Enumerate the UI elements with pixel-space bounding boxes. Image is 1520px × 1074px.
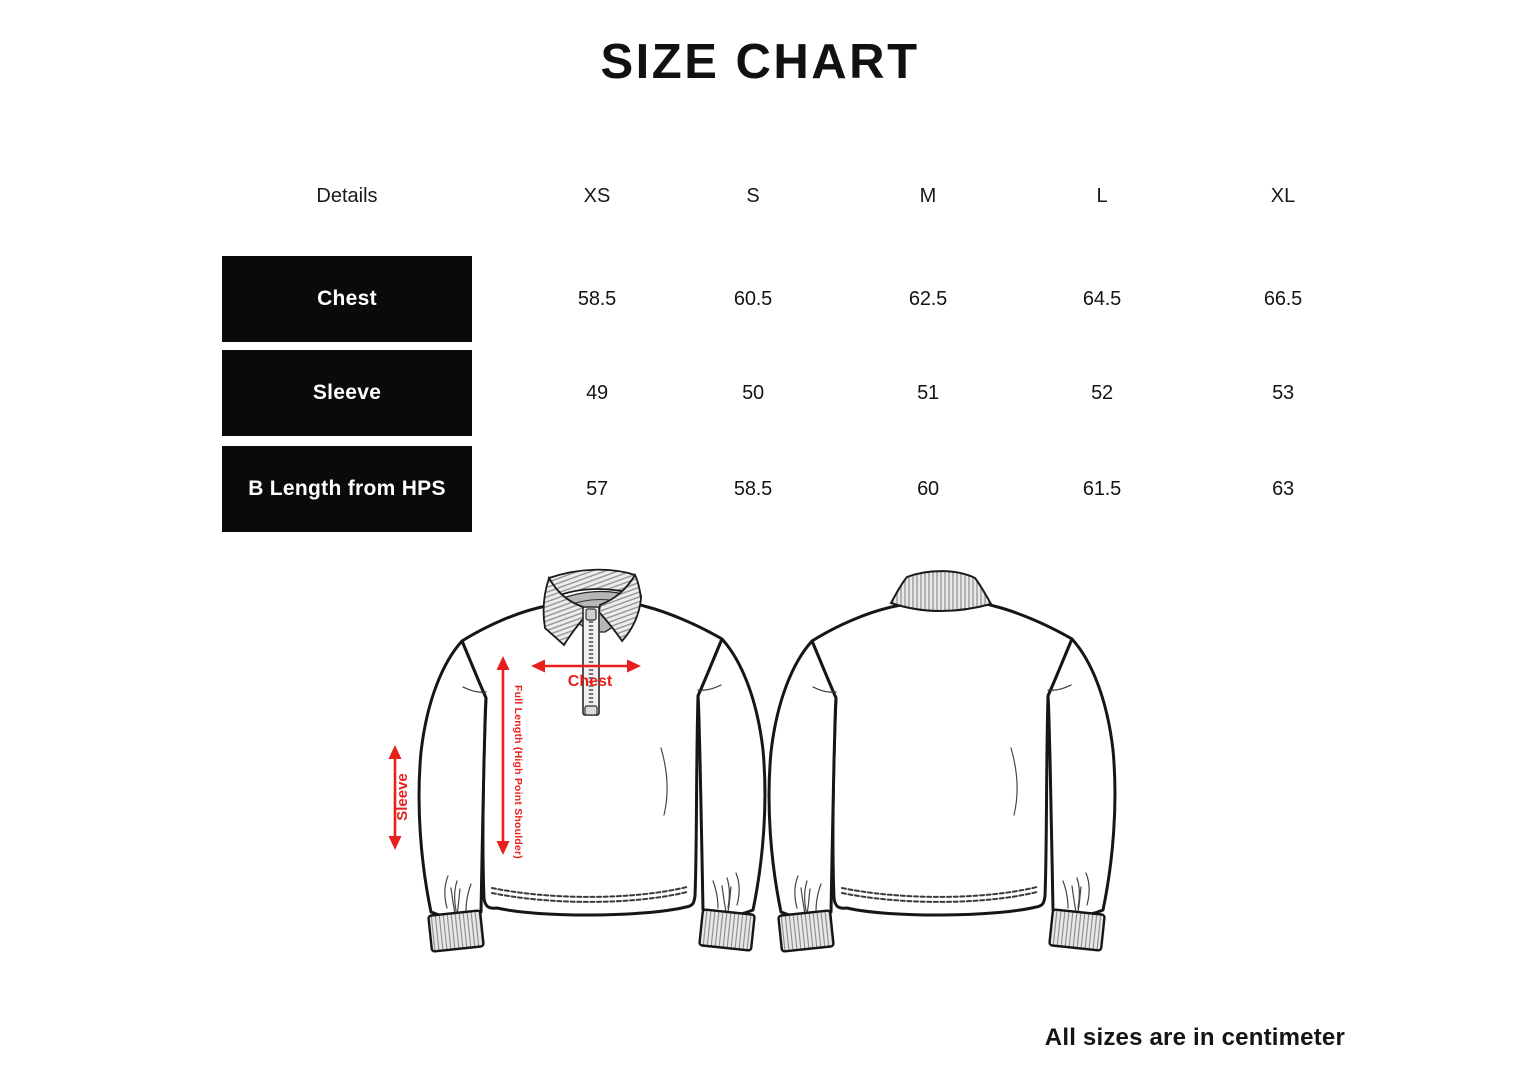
cell-chest-xs: 58.5 [577, 288, 617, 310]
cell-sleeve-xl: 53 [1272, 382, 1294, 404]
chest-measure-label: Chest [568, 673, 613, 690]
full-length-measure-label: Full Length (High Point Shoulder) [512, 685, 524, 859]
zipper-stop [584, 705, 598, 716]
cell-blength-s: 58.5 [733, 478, 773, 500]
unit-footnote: All sizes are in centimeter [1044, 1024, 1345, 1051]
column-header-m: M [919, 185, 937, 207]
sleeve-measure-label: Sleeve [394, 773, 411, 821]
cell-sleeve-s: 50 [742, 382, 764, 404]
cell-blength-xl: 63 [1272, 478, 1294, 500]
cell-blength-l: 61.5 [1082, 478, 1122, 500]
row-label-sleeve: Sleeve [222, 350, 472, 436]
cell-sleeve-l: 52 [1091, 382, 1113, 404]
zipper-slider [585, 608, 597, 621]
row-label-chest: Chest [222, 256, 472, 342]
cell-chest-xl: 66.5 [1263, 288, 1303, 310]
column-header-s: S [746, 185, 760, 207]
back-neck-rib [889, 570, 993, 612]
page-title: SIZE CHART [600, 35, 920, 89]
chest-arrow [531, 659, 641, 673]
back-view [767, 570, 1117, 954]
collar-left-leaf [542, 575, 588, 647]
cell-chest-m: 62.5 [908, 288, 948, 310]
cell-blength-xs: 57 [586, 478, 608, 500]
column-header-l: L [1096, 185, 1108, 207]
cell-chest-l: 64.5 [1082, 288, 1122, 310]
front-view [417, 568, 767, 954]
full-length-arrow [496, 656, 510, 855]
cell-sleeve-m: 51 [917, 382, 939, 404]
cell-chest-s: 60.5 [733, 288, 773, 310]
collar-right-leaf [598, 573, 642, 643]
cell-blength-m: 60 [917, 478, 939, 500]
column-header-xs: XS [583, 185, 611, 207]
sleeve-arrow [388, 745, 402, 850]
zipper [582, 606, 600, 716]
column-header-xl: XL [1270, 185, 1296, 207]
row-label-b-length: B Length from HPS [222, 446, 472, 532]
cell-sleeve-xs: 49 [586, 382, 608, 404]
column-header-details: Details [316, 185, 378, 207]
measurement-annotations: Chest Full Length (High Point Shoulder) … [388, 656, 641, 859]
